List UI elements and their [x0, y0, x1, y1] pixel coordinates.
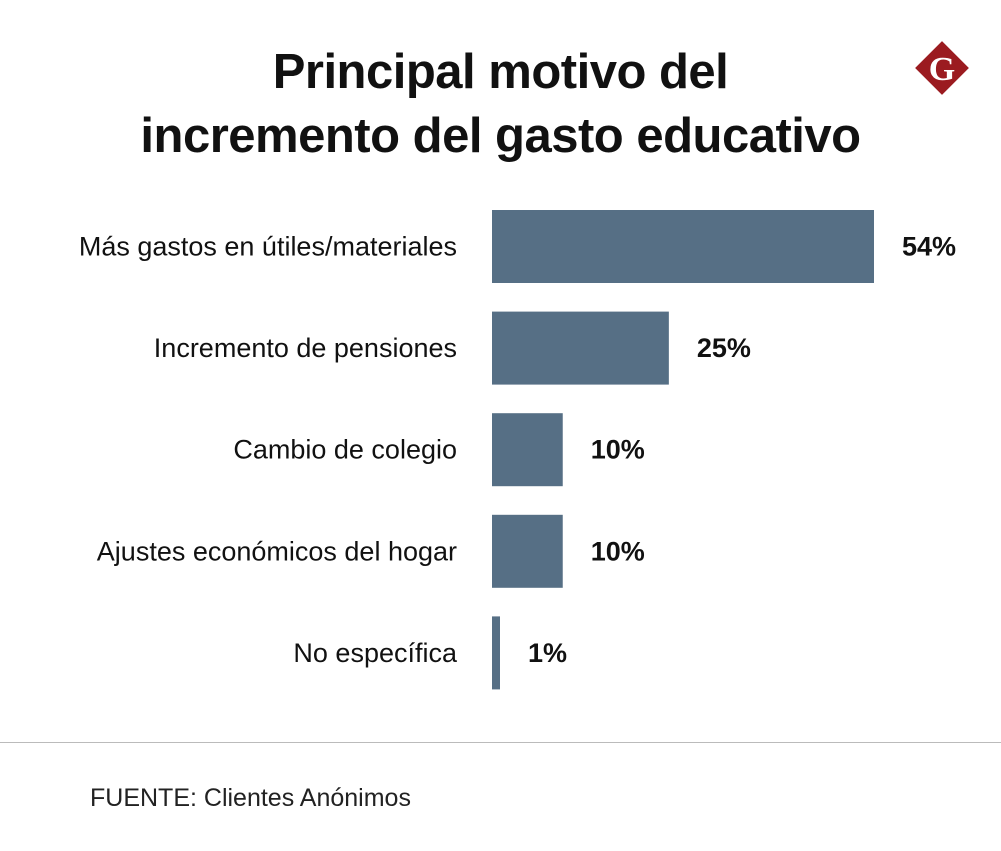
bar [492, 616, 500, 690]
bar-chart: Más gastos en útiles/materiales 54% Increm… [79, 210, 956, 690]
logo-g-icon: G [915, 41, 969, 95]
category-label: Cambio de colegio [233, 435, 457, 465]
value-label: 25% [697, 333, 751, 363]
value-label: 1% [528, 638, 567, 668]
value-label: 10% [591, 536, 645, 566]
divider [0, 742, 1001, 743]
bar [492, 514, 563, 588]
bar [492, 413, 563, 487]
category-label: Más gastos en útiles/materiales [79, 232, 457, 262]
value-label: 54% [902, 232, 956, 262]
title-line-1: Principal motivo del [272, 45, 729, 99]
bar [492, 210, 874, 283]
category-label: No específica [293, 638, 458, 668]
logo-letter: G [929, 51, 955, 88]
value-label: 10% [591, 435, 645, 465]
category-label: Ajustes económicos del hogar [97, 536, 457, 566]
title-line-2: incremento del gasto educativo [140, 109, 861, 163]
bar [492, 311, 669, 385]
chart-title: Principal motivo del incremento del gast… [0, 40, 1001, 168]
source-note: FUENTE: Clientes Anónimos [90, 784, 411, 812]
category-label: Incremento de pensiones [154, 333, 457, 363]
